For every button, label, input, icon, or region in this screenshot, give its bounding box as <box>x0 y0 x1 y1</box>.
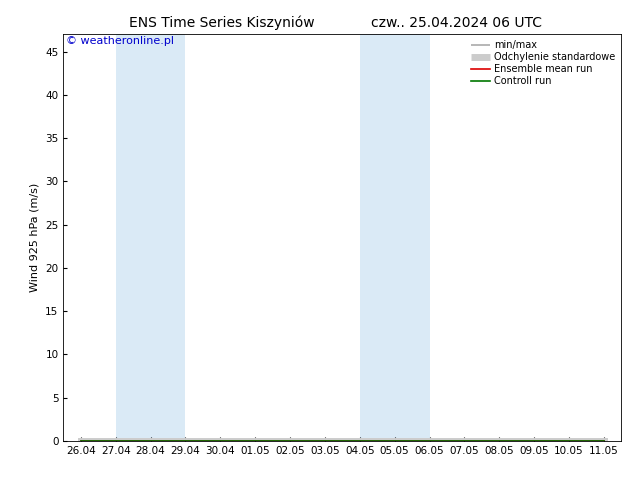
Bar <box>116 34 185 441</box>
Text: ENS Time Series Kiszyniów: ENS Time Series Kiszyniów <box>129 16 314 30</box>
Text: © weatheronline.pl: © weatheronline.pl <box>66 36 174 47</box>
Y-axis label: Wind 925 hPa (m/s): Wind 925 hPa (m/s) <box>30 183 40 292</box>
Text: czw.. 25.04.2024 06 UTC: czw.. 25.04.2024 06 UTC <box>371 16 542 30</box>
Legend: min/max, Odchylenie standardowe, Ensemble mean run, Controll run: min/max, Odchylenie standardowe, Ensembl… <box>467 36 619 90</box>
Bar <box>359 34 429 441</box>
